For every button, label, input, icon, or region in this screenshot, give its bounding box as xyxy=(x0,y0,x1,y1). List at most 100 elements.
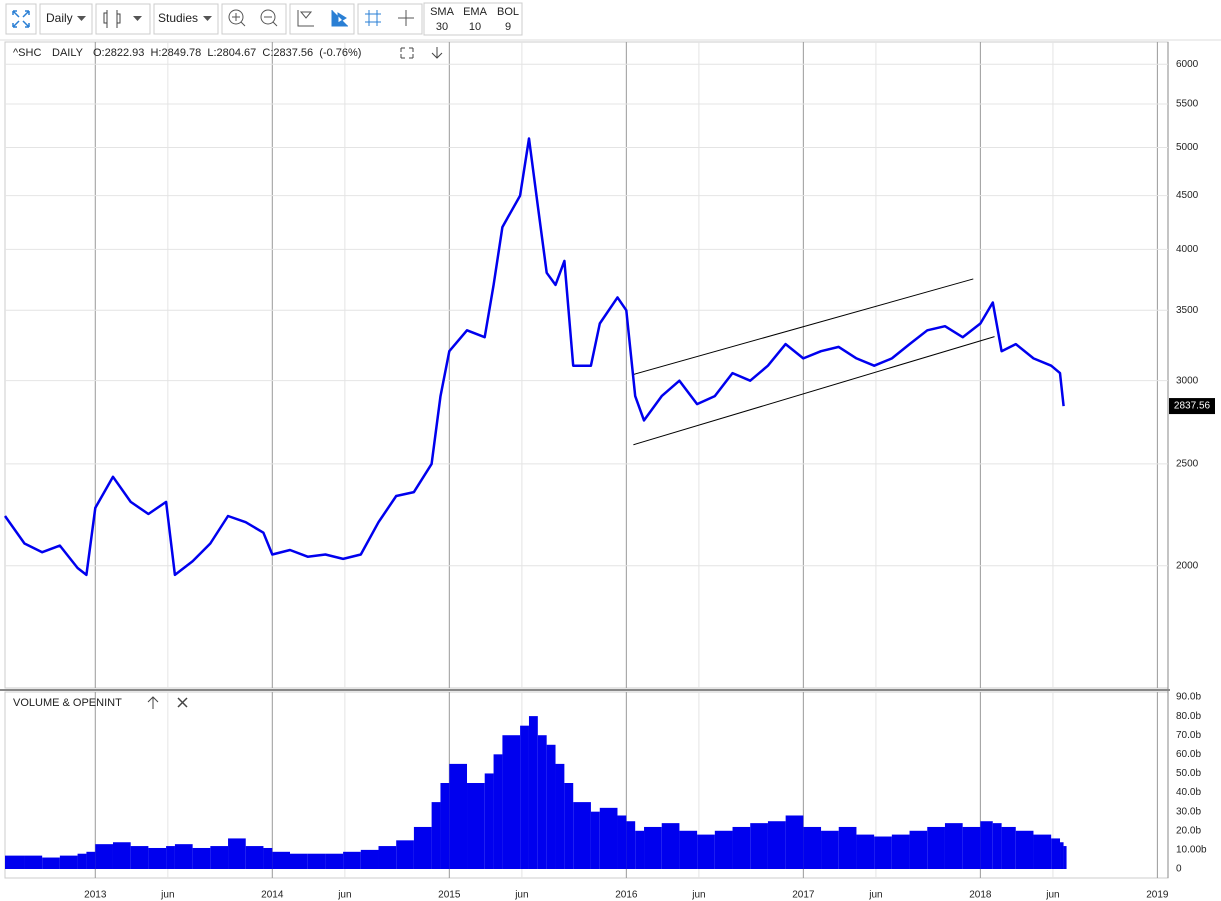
volume-bar xyxy=(325,853,344,869)
volume-bar xyxy=(1060,842,1064,869)
y-tick-label: 90.0b xyxy=(1176,692,1201,703)
x-tick-label: 2015 xyxy=(438,890,461,901)
volume-bar xyxy=(785,815,804,869)
volume-bar xyxy=(263,847,273,869)
zoom-in-icon xyxy=(232,13,246,27)
volume-bar xyxy=(599,807,618,869)
y-tick-label: 10.00b xyxy=(1176,845,1207,856)
indicator-group[interactable] xyxy=(423,2,523,36)
y-tick-label: 2500 xyxy=(1176,459,1199,470)
y-tick-label: 3000 xyxy=(1176,375,1199,386)
last-price-tag xyxy=(1169,398,1215,415)
volume-bar xyxy=(909,830,928,869)
toolbar: Daily Studies xyxy=(0,0,1221,38)
price-line xyxy=(3,137,1065,577)
volume-bar xyxy=(962,826,981,869)
indicator-value: 30 xyxy=(436,21,448,33)
volume-bar xyxy=(856,834,875,869)
move-up-icon[interactable] xyxy=(147,696,159,709)
x-tick-label: 2013 xyxy=(84,890,107,901)
x-tick-label: jun xyxy=(160,890,174,901)
x-tick-label: jun xyxy=(868,890,882,901)
zoom-in-icon xyxy=(228,9,244,25)
chart-type-select[interactable] xyxy=(95,3,151,35)
volume-bar xyxy=(626,821,636,869)
volume-bar xyxy=(343,851,361,869)
volume-bar xyxy=(112,842,131,869)
volume-bar xyxy=(714,830,733,869)
fullscreen-button[interactable] xyxy=(5,3,37,35)
x-tick-label: jun xyxy=(691,890,705,901)
volume-bar xyxy=(980,821,993,869)
candle-icon xyxy=(103,10,121,28)
zoom-out-icon xyxy=(264,16,278,27)
y-tick-label: 5000 xyxy=(1176,142,1199,153)
y-tick-label: 2000 xyxy=(1176,560,1199,571)
zoom-group[interactable] xyxy=(221,3,287,35)
interval-select[interactable] xyxy=(39,3,93,35)
volume-bar xyxy=(528,716,538,869)
volume-title: VOLUME & OPENINT xyxy=(13,697,122,709)
volume-bar xyxy=(661,823,680,869)
volume-bar xyxy=(378,846,397,869)
x-tick-label: 2016 xyxy=(615,890,638,901)
volume-bar xyxy=(679,830,698,869)
volume-bar xyxy=(59,855,78,869)
volume-bar xyxy=(5,855,25,869)
collapse-arrow[interactable] xyxy=(431,47,443,59)
scroll-icon xyxy=(331,10,348,27)
volume-bar xyxy=(750,823,768,869)
volume-bar xyxy=(174,844,193,869)
y-tick-label: 5500 xyxy=(1176,99,1199,110)
volume-bar xyxy=(148,847,167,869)
x-tick-label: 2019 xyxy=(1146,890,1169,901)
close-icon[interactable] xyxy=(177,697,188,708)
x-tick-label: 2018 xyxy=(969,890,992,901)
volume-bar xyxy=(537,735,547,869)
zoom-out-icon xyxy=(260,9,276,25)
x-tick-label: jun xyxy=(514,890,528,901)
volume-bar xyxy=(413,826,432,869)
crosshair-group[interactable] xyxy=(357,3,423,35)
volume-bar xyxy=(821,830,839,869)
volume-bar xyxy=(644,826,662,869)
volume-bar xyxy=(520,725,529,869)
volume-bar xyxy=(838,826,857,869)
volume-bar xyxy=(130,846,149,869)
volume-bar xyxy=(449,763,468,869)
volume-bar xyxy=(396,840,414,869)
volume-bar xyxy=(617,815,627,869)
volume-bar xyxy=(944,823,963,869)
y-tick-label: 4000 xyxy=(1176,244,1199,255)
studies-label: Studies xyxy=(158,11,198,25)
volume-bar xyxy=(77,853,87,869)
y-tick-label: 70.0b xyxy=(1176,730,1201,741)
volume-bar xyxy=(440,783,450,869)
y-tick-label: 3500 xyxy=(1176,305,1199,316)
indicator-name: SMA xyxy=(430,6,455,18)
volume-bar xyxy=(431,802,441,869)
indicator-name: BOL xyxy=(497,6,519,18)
volume-bar xyxy=(635,830,645,869)
grid-icon xyxy=(365,10,381,26)
trend-line xyxy=(633,278,974,375)
volume-bar xyxy=(307,853,326,869)
indicator-value: 9 xyxy=(505,21,511,33)
dropdown-arrow xyxy=(77,16,86,21)
y-tick-label: 50.0b xyxy=(1176,768,1201,779)
y-tick-label: 0 xyxy=(1176,864,1182,875)
indicator-name: EMA xyxy=(463,6,488,18)
volume-bar xyxy=(42,857,60,869)
volume-bar xyxy=(992,823,1002,869)
volume-bar xyxy=(1051,838,1061,869)
expand-icon[interactable] xyxy=(400,47,414,59)
volume-bar xyxy=(573,802,591,869)
dropdown-arrow xyxy=(133,16,142,21)
volume-bar xyxy=(555,763,565,869)
volume-bar xyxy=(228,838,246,869)
volume-bar xyxy=(272,851,290,869)
last-price-label: 2837.56 xyxy=(1174,401,1211,412)
y-tick-label: 40.0b xyxy=(1176,787,1201,798)
volume-bar xyxy=(767,821,786,869)
